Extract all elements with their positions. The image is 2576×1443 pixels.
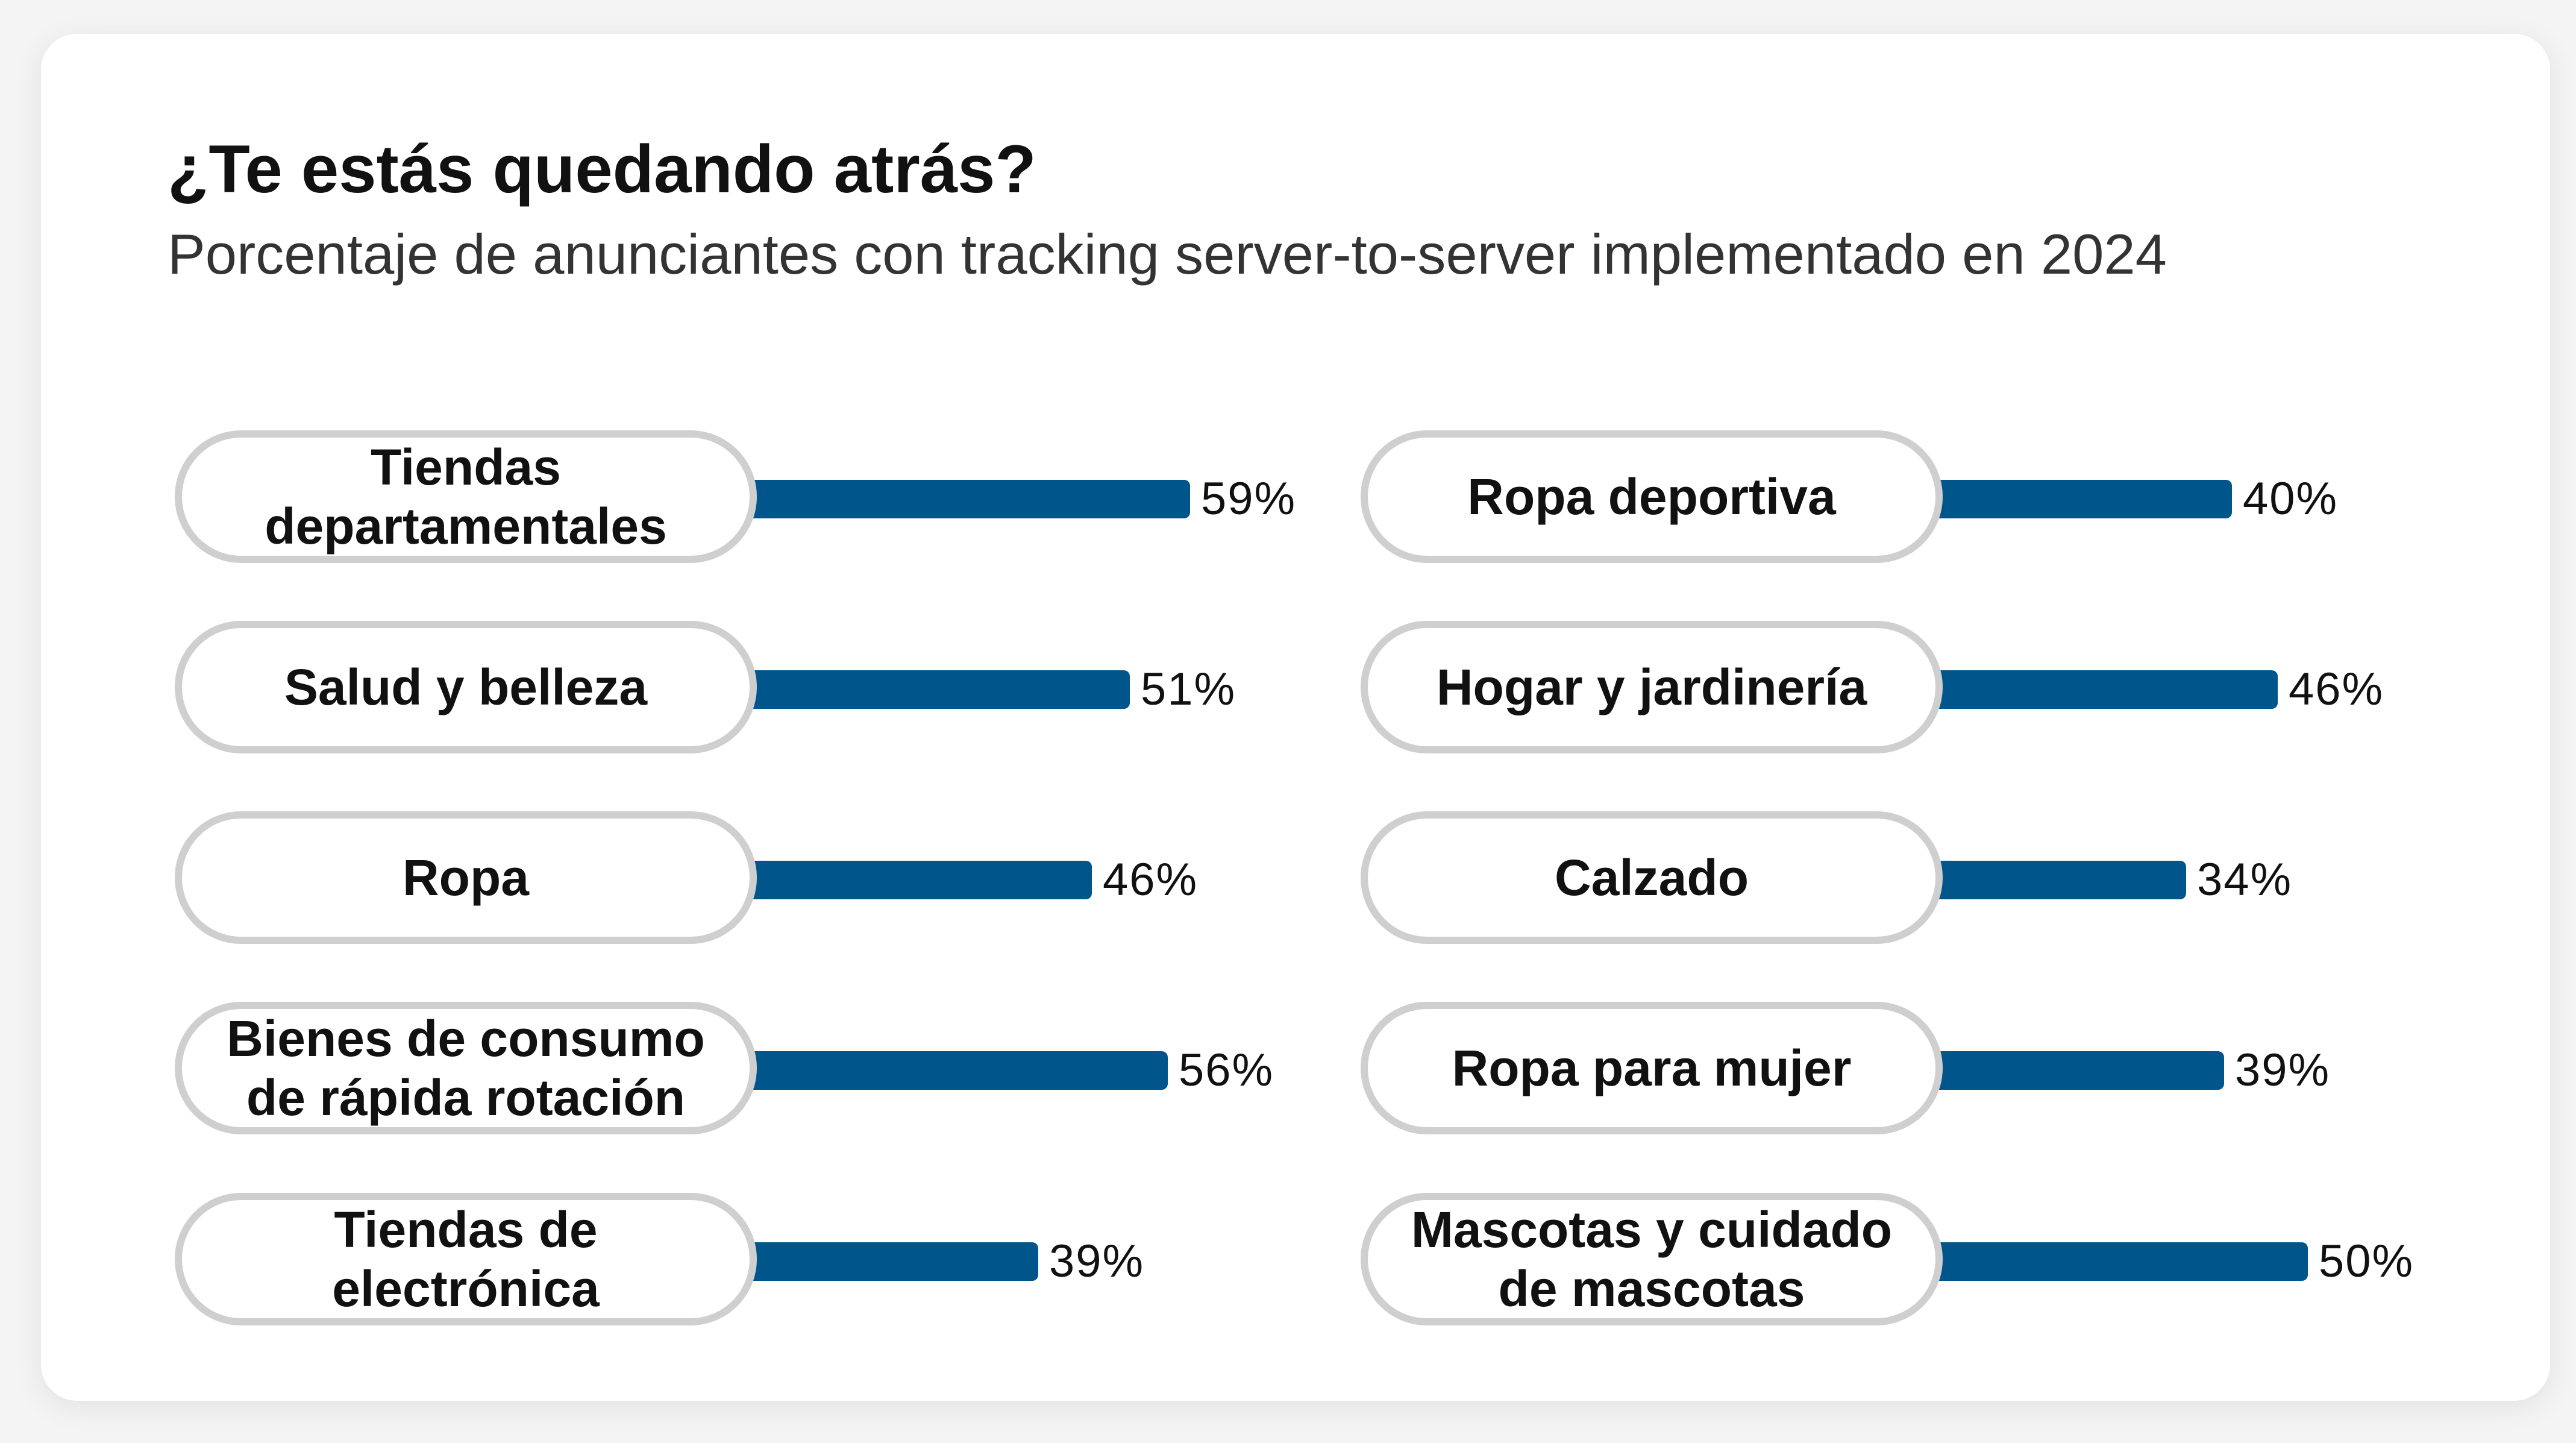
value-label: 56% (1179, 1045, 1274, 1096)
category-label: Ropa deportiva (1467, 468, 1836, 525)
bar (1928, 1242, 2308, 1281)
category-pill: Salud y belleza (175, 621, 757, 753)
bar (1928, 861, 2186, 899)
bar (1928, 670, 2278, 709)
bar (1928, 1051, 2224, 1090)
category-pill: Mascotas y cuidado de mascotas (1361, 1193, 1943, 1325)
category-pill: Calzado (1361, 811, 1943, 944)
category-pill: Ropa para mujer (1361, 1002, 1943, 1134)
category-label: Ropa (403, 849, 529, 906)
category-pill: Tiendas departamentales (175, 430, 757, 563)
value-label: 46% (2289, 664, 2384, 715)
value-label: 34% (2197, 854, 2293, 905)
category-label: Tiendas de electrónica (332, 1201, 600, 1317)
chart-subtitle: Porcentaje de anunciantes con tracking s… (168, 222, 2167, 286)
bar (742, 861, 1092, 899)
category-pill: Ropa (175, 811, 757, 944)
category-label: Ropa para mujer (1452, 1040, 1852, 1096)
bar (742, 670, 1130, 709)
category-label: Tiendas departamentales (265, 439, 667, 555)
value-label: 50% (2319, 1236, 2415, 1287)
bar-chart: Tiendas departamentales 59% Salud y belleza… (41, 34, 2550, 1401)
category-label: Mascotas y cuidado de mascotas (1411, 1201, 1893, 1317)
bar (1928, 480, 2232, 518)
value-label: 40% (2243, 473, 2339, 524)
category-label: Hogar y jardinería (1436, 659, 1867, 715)
value-label: 51% (1141, 664, 1236, 715)
bar-row: Bienes de consumo de rápida rotación 56% (175, 1002, 1273, 1142)
value-label: 39% (2235, 1045, 2331, 1096)
bar-row: Tiendas de electrónica 39% (175, 1193, 1259, 1333)
category-label: Bienes de consumo de rápida rotación (227, 1010, 705, 1126)
value-label: 39% (1049, 1236, 1145, 1287)
bar-row: Mascotas y cuidado de mascotas 50% (1361, 1193, 2445, 1333)
chart-card: ¿Te estás quedando atrás? Porcentaje de … (41, 34, 2550, 1401)
chart-title: ¿Te estás quedando atrás? (168, 131, 1036, 207)
bar (742, 1242, 1038, 1281)
category-label: Calzado (1554, 849, 1749, 906)
category-pill: Bienes de consumo de rápida rotación (175, 1002, 757, 1134)
value-label: 46% (1103, 854, 1199, 905)
value-label: 59% (1201, 473, 1297, 524)
bar-row: Tiendas departamentales 59% (175, 430, 1295, 570)
bar-row: Ropa deportiva 40% (1361, 430, 2445, 570)
bar-row: Calzado 34% (1361, 811, 2445, 951)
bar-row: Salud y belleza 51% (175, 621, 1259, 761)
bar-row: Ropa 46% (175, 811, 1259, 951)
bar-row: Hogar y jardinería 46% (1361, 621, 2445, 761)
bar-row: Ropa para mujer 39% (1361, 1002, 2445, 1142)
category-pill: Ropa deportiva (1361, 430, 1943, 563)
category-pill: Hogar y jardinería (1361, 621, 1943, 753)
category-pill: Tiendas de electrónica (175, 1193, 757, 1325)
bar (742, 1051, 1168, 1090)
category-label: Salud y belleza (284, 659, 648, 715)
bar (742, 480, 1190, 518)
